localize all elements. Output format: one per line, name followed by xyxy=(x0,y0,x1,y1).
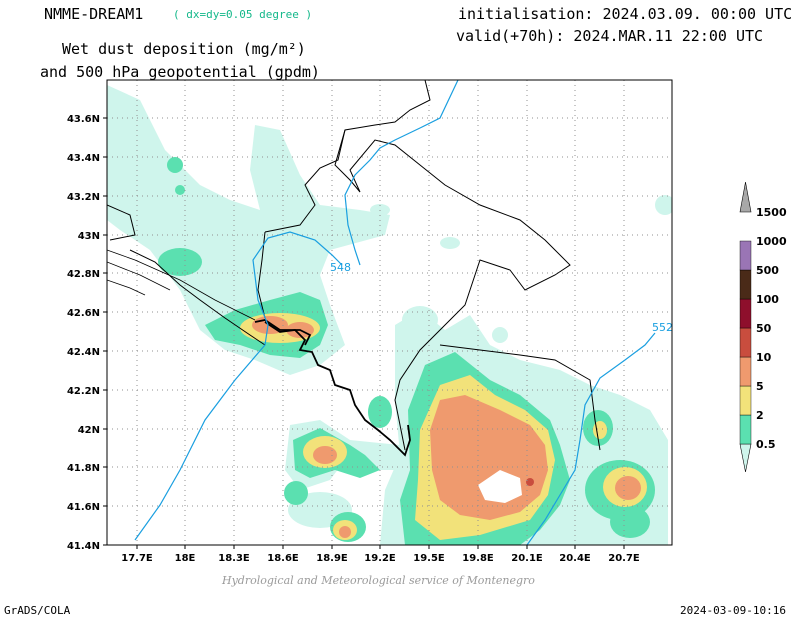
lat-label: 42N xyxy=(78,425,100,436)
level-50-spot xyxy=(526,478,534,486)
contour-label-552: 552 xyxy=(652,321,673,334)
map-title-line1: Wet dust deposition (mg/m²) xyxy=(62,40,306,58)
lat-label: 43.6N xyxy=(67,114,100,125)
country-borders xyxy=(107,80,601,451)
lon-label: 20.1E xyxy=(511,553,543,564)
colorbar-label: 1500 xyxy=(756,206,787,219)
lon-label: 18.6E xyxy=(267,553,299,564)
lon-label: 20.7E xyxy=(608,553,640,564)
lon-label: 18.3E xyxy=(218,553,250,564)
longitude-labels: 17.7E 18E 18.3E 18.6E 18.9E 19.2E 19.5E … xyxy=(121,553,640,564)
model-name: NMME-DREAM1 xyxy=(44,5,144,23)
lon-label: 20.4E xyxy=(559,553,591,564)
render-timestamp: 2024-03-09-10:16 xyxy=(680,604,786,617)
peninsula-outline xyxy=(107,249,256,321)
initialisation-time: initialisation: 2024.03.09. 00:00 UTC xyxy=(458,5,793,23)
colorbar-label: 500 xyxy=(756,264,779,277)
credit-line: Hydrological and Meteorological service … xyxy=(222,574,535,587)
lat-label: 41.6N xyxy=(67,502,100,513)
lat-label: 42.6N xyxy=(67,308,100,319)
lon-label: 19.2E xyxy=(364,553,396,564)
lat-label: 43.2N xyxy=(67,192,100,203)
colorbar-label: 2 xyxy=(756,409,764,422)
lat-label: 42.2N xyxy=(67,386,100,397)
colorbar-label: 5 xyxy=(756,380,764,393)
colorbar-label: 100 xyxy=(756,293,779,306)
colorbar-label: 10 xyxy=(756,351,772,364)
lon-label: 18.9E xyxy=(316,553,348,564)
lon-label: 17.7E xyxy=(121,553,153,564)
colorbar-segment xyxy=(739,385,752,416)
colorbar-segment xyxy=(739,269,752,300)
colorbar-segment xyxy=(739,327,752,358)
colorbar-bottom-arrow xyxy=(739,443,752,473)
colorbar-segment xyxy=(739,298,752,329)
lat-label: 41.4N xyxy=(67,541,100,552)
lat-label: 42.4N xyxy=(67,347,100,358)
map-title-line2: and 500 hPa geopotential (gpdm) xyxy=(40,63,320,81)
lon-label: 18E xyxy=(175,553,196,564)
colorbar-label: 0.5 xyxy=(756,438,776,451)
latitude-labels: 43.6N 43.4N 43.2N 43N 42.8N 42.6N 42.4N … xyxy=(67,114,100,552)
plume-gap xyxy=(478,470,522,503)
lon-label: 19.5E xyxy=(413,553,445,564)
contour-label-548: 548 xyxy=(330,261,351,274)
grid-resolution: ( dx=dy=0.05 degree ) xyxy=(173,8,313,21)
colorbar-label: 50 xyxy=(756,322,772,335)
software-label: GrADS/COLA xyxy=(4,604,71,617)
lon-label: 19.8E xyxy=(462,553,494,564)
valid-time: valid(+70h): 2024.MAR.11 22:00 UTC xyxy=(456,27,764,45)
colorbar-segment xyxy=(739,414,752,445)
lat-label: 42.8N xyxy=(67,269,100,280)
lat-label: 43.4N xyxy=(67,153,100,164)
lat-label: 43N xyxy=(78,231,100,242)
coastline xyxy=(254,319,411,457)
colorbar-label: 1000 xyxy=(756,235,787,248)
geopotential-contours xyxy=(134,80,656,545)
graticule xyxy=(107,80,672,545)
colorbar-segment xyxy=(739,356,752,387)
colorbar: 0.5 2 5 10 50 100 500 1000 1500 xyxy=(739,181,787,473)
colorbar-segment xyxy=(739,240,752,271)
lat-label: 41.8N xyxy=(67,463,100,474)
colorbar-top-arrow xyxy=(739,181,752,213)
axis-ticks xyxy=(103,117,625,549)
deposition-field xyxy=(107,80,672,545)
